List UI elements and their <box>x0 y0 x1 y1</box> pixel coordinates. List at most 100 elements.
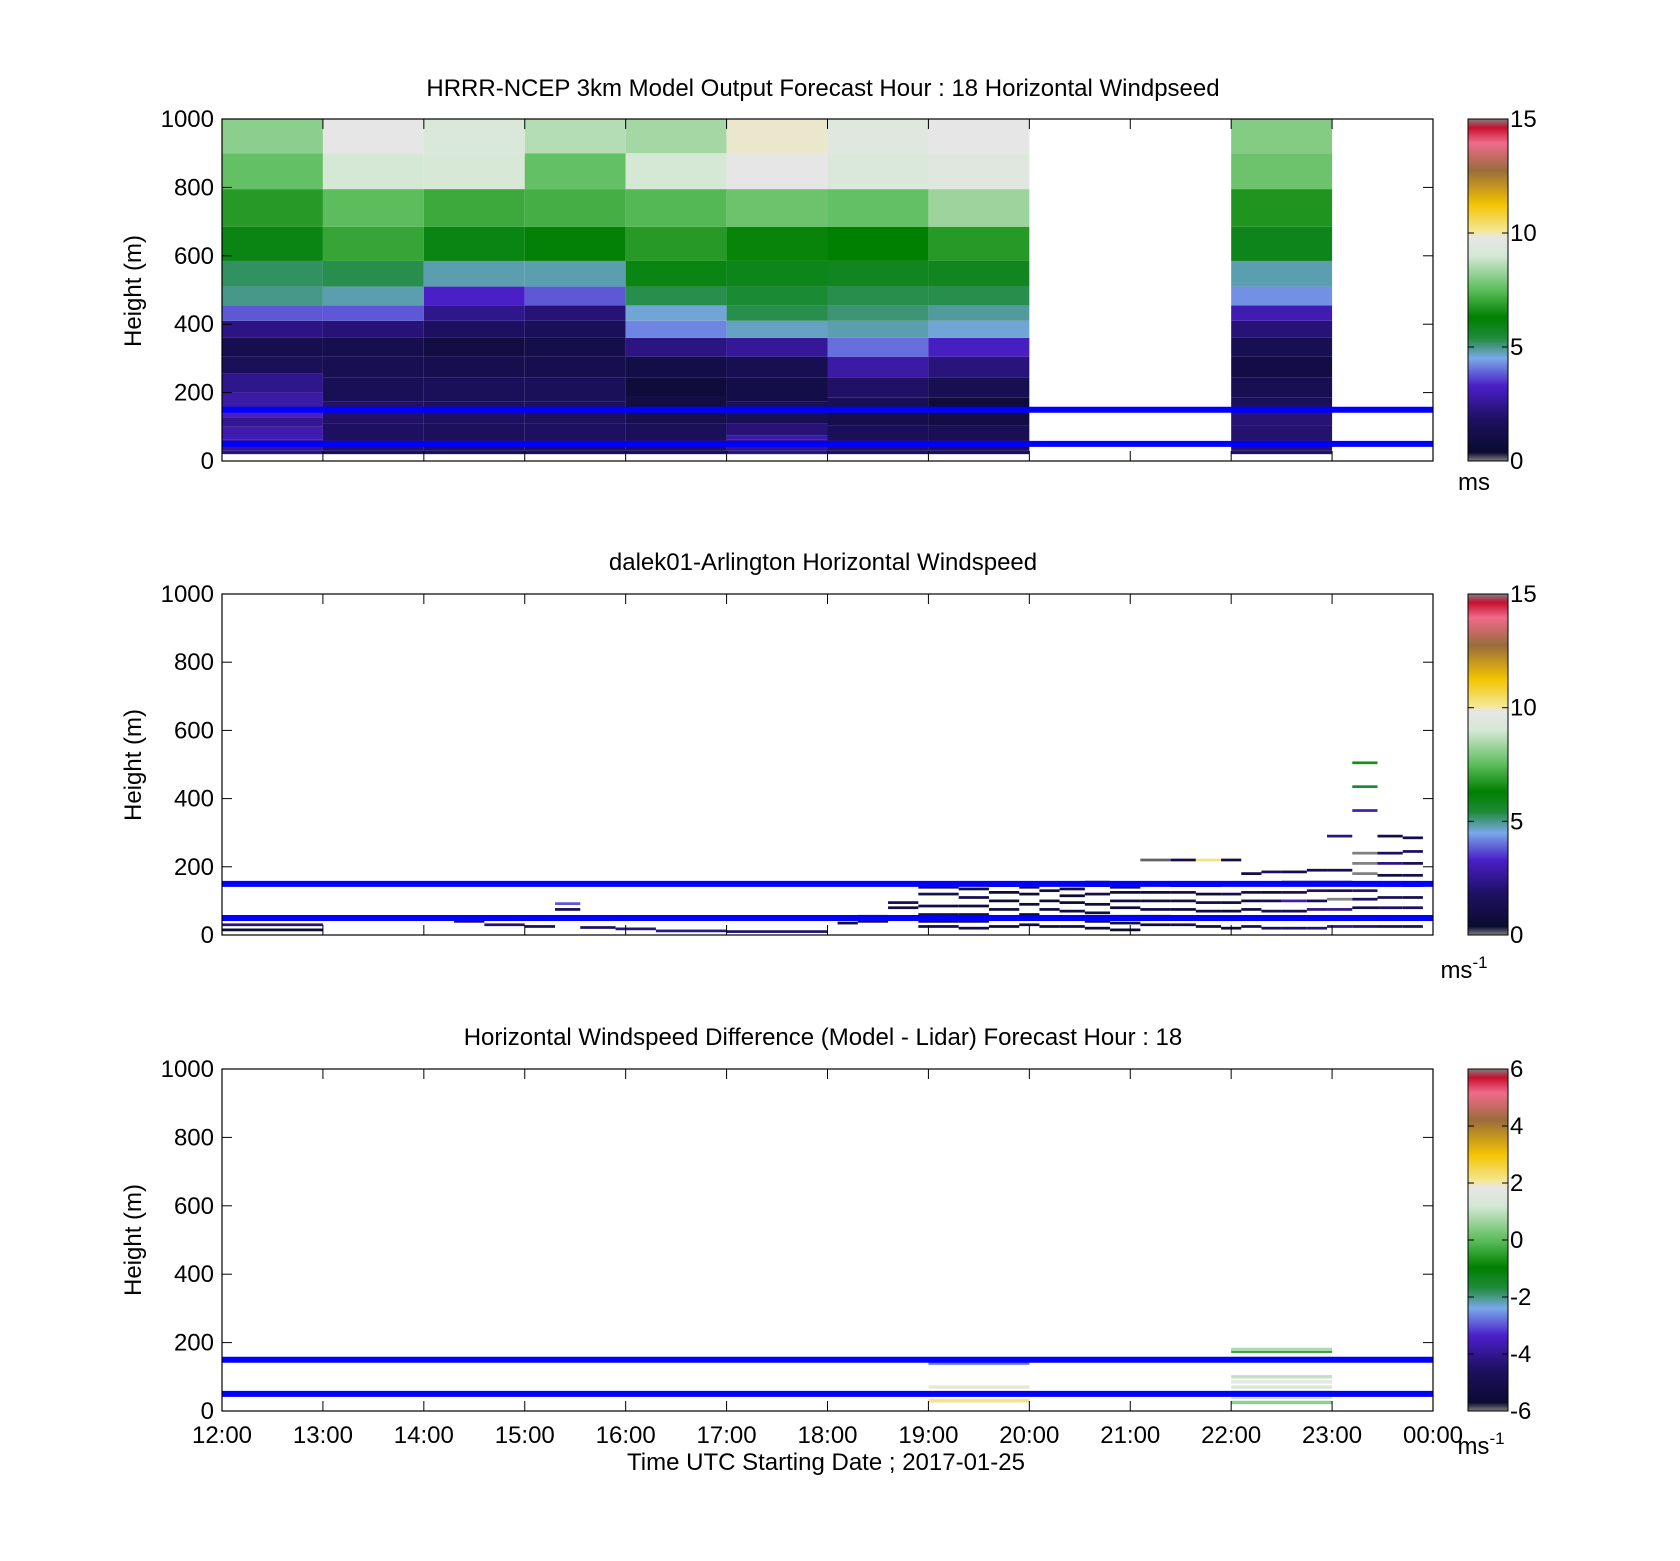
heatmap-cell <box>988 925 1020 928</box>
heatmap-cell <box>1241 908 1262 911</box>
panel-title: HRRR-NCEP 3km Model Output Forecast Hour… <box>426 75 1219 102</box>
colorbar-tick-label: 10 <box>1510 220 1537 247</box>
heatmap-cell <box>625 286 727 306</box>
x-axis-label: Time UTC Starting Date ; 2017-01-25 <box>627 1449 1025 1476</box>
heatmap-cell <box>222 286 323 306</box>
heatmap-cell <box>1402 873 1423 877</box>
heatmap-cell <box>958 913 989 916</box>
colorbar-tick-label: -2 <box>1510 1284 1531 1311</box>
heatmap-cell <box>222 417 323 427</box>
heatmap-cell <box>322 305 424 321</box>
heatmap-cell <box>1231 153 1333 190</box>
heatmap-cell <box>524 356 626 378</box>
heatmap-cell <box>1170 899 1196 903</box>
heatmap-cell <box>1306 899 1328 903</box>
heatmap-cell <box>1327 834 1353 838</box>
heatmap-cell <box>423 189 525 227</box>
colorbar-unit-label: ms-1 <box>1457 1429 1504 1460</box>
x-tick-label: 15:00 <box>495 1422 555 1449</box>
heatmap-cell <box>1231 286 1333 306</box>
heatmap-cell <box>1352 862 1378 865</box>
heatmap-cell <box>918 885 959 889</box>
heatmap-cell <box>1327 868 1353 872</box>
heatmap-cell <box>222 444 323 451</box>
y-tick-label: 1000 <box>161 1056 214 1083</box>
heatmap-cell <box>1261 926 1282 930</box>
colorbar-tick-label: 0 <box>1510 922 1523 949</box>
heatmap-cell <box>1039 889 1060 893</box>
heatmap-cell <box>1377 906 1403 910</box>
heatmap-cell <box>222 260 323 287</box>
heatmap-cell <box>625 260 727 287</box>
heatmap-cell <box>222 337 323 357</box>
heatmap-cell <box>1195 925 1222 928</box>
heatmap-cell <box>1059 894 1085 898</box>
heatmap-cell <box>988 899 1020 903</box>
heatmap-cell <box>928 450 1030 455</box>
heatmap-cell <box>726 423 828 436</box>
heatmap-cell <box>726 189 828 227</box>
heatmap-cell <box>1231 411 1333 426</box>
heatmap-cell <box>625 189 727 227</box>
heatmap-cell <box>1110 906 1141 910</box>
heatmap-cell <box>222 373 323 393</box>
heatmap-cell <box>1221 909 1242 913</box>
heatmap-cell <box>1110 891 1141 894</box>
heatmap-cell <box>1231 337 1333 357</box>
heatmap-cell <box>958 896 989 899</box>
heatmap-cell <box>1241 899 1262 903</box>
x-tick-label: 19:00 <box>898 1422 958 1449</box>
heatmap-cell <box>827 226 929 261</box>
heatmap-cell <box>1195 901 1222 904</box>
heatmap-cell <box>1377 862 1403 865</box>
heatmap-cell <box>1221 858 1242 862</box>
heatmap-cell <box>888 901 919 904</box>
heatmap-cell <box>837 921 858 925</box>
heatmap-cell <box>625 320 727 338</box>
heatmap-cell <box>918 919 959 923</box>
heatmap-cell <box>857 919 889 923</box>
heatmap-cell <box>888 906 919 910</box>
heatmap-cell <box>524 423 626 441</box>
heatmap-cell <box>726 435 828 440</box>
heatmap-cell <box>1377 873 1403 877</box>
heatmap-cell <box>423 377 525 402</box>
heatmap-cell <box>524 153 626 190</box>
heatmap-cell <box>1281 926 1307 930</box>
heatmap-cell <box>322 286 424 306</box>
colorbar-tick-label: 15 <box>1510 106 1537 133</box>
heatmap-cell <box>423 356 525 378</box>
heatmap-cell <box>726 930 828 933</box>
heatmap-cell <box>454 919 485 923</box>
heatmap-cell <box>625 423 727 441</box>
heatmap-cell <box>1019 885 1040 889</box>
heatmap-cell <box>1327 908 1353 911</box>
heatmap-cell <box>1231 1385 1333 1389</box>
heatmap-cell <box>1306 889 1328 893</box>
heatmap-cell <box>1039 908 1060 911</box>
heatmap-cell <box>726 377 828 402</box>
colorbar-gradient <box>1467 593 1509 936</box>
heatmap-cell <box>1327 897 1353 901</box>
heatmap-cell <box>524 925 556 928</box>
panel-lidar: dalek01-Arlington Horizontal Windspeed H… <box>120 549 1537 984</box>
x-ticks <box>221 594 1434 935</box>
heatmap-cell <box>726 260 828 287</box>
heatmap-cell <box>928 226 1030 261</box>
heatmap-cell <box>1281 870 1307 874</box>
heatmap-cell <box>1231 356 1333 378</box>
y-ticks: 0 200 400 600 800 1000 <box>161 1056 1433 1425</box>
reference-lines <box>222 1356 1433 1397</box>
y-axis-label: Height (m) <box>120 709 147 821</box>
heatmap-cell <box>1352 906 1378 910</box>
heatmap-cell <box>322 450 424 455</box>
heatmap-cell <box>423 119 525 154</box>
heatmap-cell <box>322 226 424 261</box>
heatmap-cell <box>1059 901 1085 904</box>
heatmap-cell <box>1402 925 1423 928</box>
heatmap-cell <box>1221 892 1242 896</box>
heatmap-cell <box>423 450 525 455</box>
heatmap-cell <box>625 305 727 321</box>
heatmap-cell <box>1231 377 1333 398</box>
